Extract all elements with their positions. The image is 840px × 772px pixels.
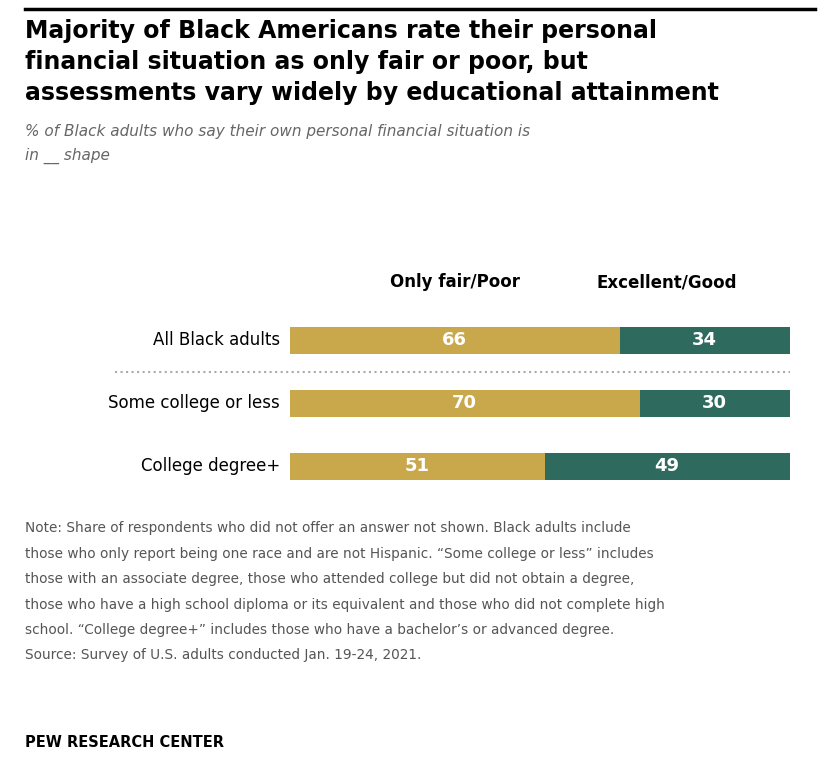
Text: 66: 66 (442, 331, 467, 349)
Bar (620, 327, 790, 354)
Text: Some college or less: Some college or less (108, 394, 280, 412)
Text: those with an associate degree, those who attended college but did not obtain a : those with an associate degree, those wh… (25, 572, 634, 586)
Text: in __ shape: in __ shape (25, 148, 110, 164)
Text: 49: 49 (654, 458, 680, 476)
Bar (290, 327, 620, 354)
Bar (290, 453, 544, 479)
Text: 51: 51 (405, 458, 430, 476)
Text: 34: 34 (692, 331, 717, 349)
Text: 30: 30 (702, 394, 727, 412)
Text: College degree+: College degree+ (140, 458, 280, 476)
Bar (290, 390, 639, 417)
Text: school. “College degree+” includes those who have a bachelor’s or advanced degre: school. “College degree+” includes those… (25, 623, 614, 637)
Text: Only fair/Poor: Only fair/Poor (390, 273, 520, 291)
Text: those who have a high school diploma or its equivalent and those who did not com: those who have a high school diploma or … (25, 598, 665, 611)
Text: Source: Survey of U.S. adults conducted Jan. 19-24, 2021.: Source: Survey of U.S. adults conducted … (25, 648, 422, 662)
Text: All Black adults: All Black adults (153, 331, 280, 349)
Text: % of Black adults who say their own personal financial situation is: % of Black adults who say their own pers… (25, 124, 530, 138)
Bar (544, 453, 790, 479)
Text: Excellent/Good: Excellent/Good (597, 273, 738, 291)
Text: PEW RESEARCH CENTER: PEW RESEARCH CENTER (25, 736, 224, 750)
Text: Note: Share of respondents who did not offer an answer not shown. Black adults i: Note: Share of respondents who did not o… (25, 521, 631, 535)
Text: assessments vary widely by educational attainment: assessments vary widely by educational a… (25, 81, 719, 105)
Text: Majority of Black Americans rate their personal: Majority of Black Americans rate their p… (25, 19, 657, 43)
Text: 70: 70 (452, 394, 477, 412)
Text: those who only report being one race and are not Hispanic. “Some college or less: those who only report being one race and… (25, 547, 654, 560)
Text: financial situation as only fair or poor, but: financial situation as only fair or poor… (25, 50, 588, 74)
Bar (639, 390, 790, 417)
